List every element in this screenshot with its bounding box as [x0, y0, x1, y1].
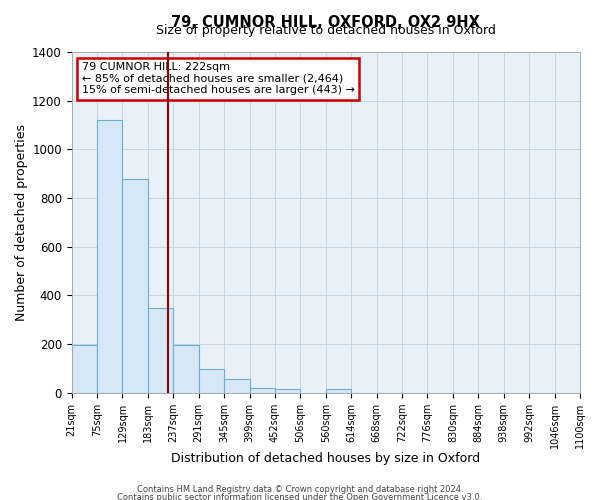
Title: 79, CUMNOR HILL, OXFORD, OX2 9HX: 79, CUMNOR HILL, OXFORD, OX2 9HX [172, 15, 480, 30]
Text: Contains HM Land Registry data © Crown copyright and database right 2024.: Contains HM Land Registry data © Crown c… [137, 485, 463, 494]
Bar [71, 346, 97, 393]
Bar [326, 389, 351, 393]
Bar [199, 368, 224, 393]
Bar [122, 178, 148, 393]
Bar [97, 120, 122, 393]
X-axis label: Distribution of detached houses by size in Oxford: Distribution of detached houses by size … [171, 452, 481, 465]
Text: Size of property relative to detached houses in Oxford: Size of property relative to detached ho… [156, 24, 496, 36]
Bar [275, 389, 301, 393]
Text: 79 CUMNOR HILL: 222sqm
← 85% of detached houses are smaller (2,464)
15% of semi-: 79 CUMNOR HILL: 222sqm ← 85% of detached… [82, 62, 355, 96]
Text: Contains public sector information licensed under the Open Government Licence v3: Contains public sector information licen… [118, 492, 482, 500]
Y-axis label: Number of detached properties: Number of detached properties [15, 124, 28, 321]
Bar [250, 388, 275, 393]
Bar [224, 379, 250, 393]
Bar [173, 346, 199, 393]
Bar [148, 308, 173, 393]
